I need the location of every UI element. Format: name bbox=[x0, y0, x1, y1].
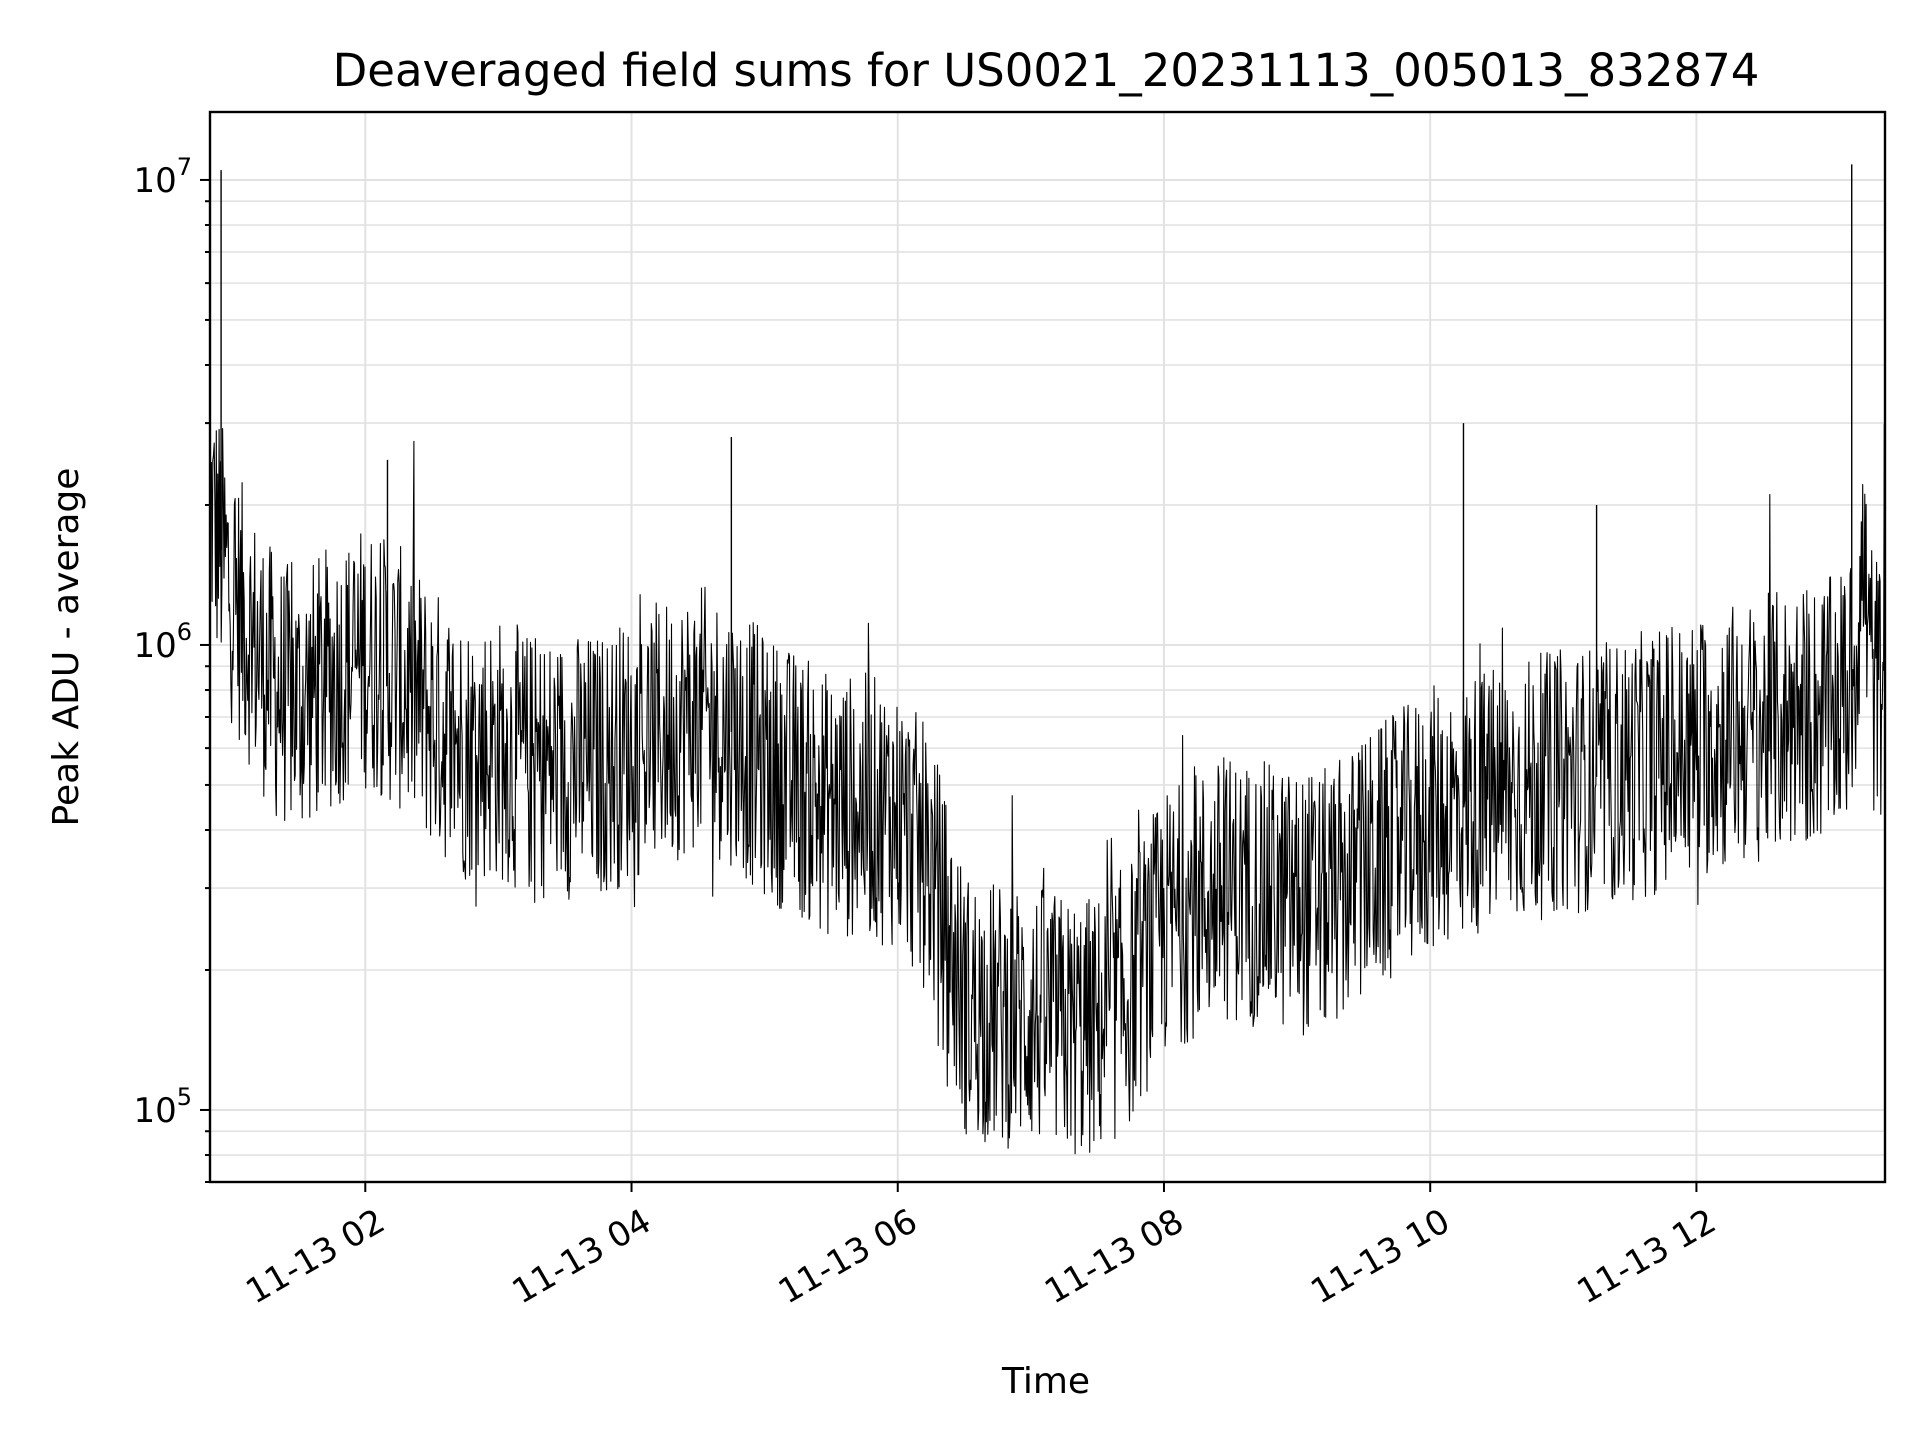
chart-title: Deaveraged field sums for US0021_2023111… bbox=[333, 44, 1760, 97]
y-tick-exponent: 6 bbox=[177, 618, 192, 646]
y-tick-base: 10 bbox=[133, 161, 176, 201]
y-tick-label: 107 bbox=[133, 153, 192, 201]
y-tick-exponent: 7 bbox=[177, 153, 192, 181]
x-axis-label: Time bbox=[1001, 1361, 1090, 1402]
y-axis-label: Peak ADU - average bbox=[46, 468, 87, 827]
plot-frame bbox=[208, 110, 1887, 1184]
y-tick-exponent: 5 bbox=[177, 1083, 192, 1111]
series-layer bbox=[209, 164, 1886, 1155]
series-line bbox=[209, 423, 1886, 1155]
y-tick-label: 106 bbox=[133, 618, 192, 666]
y-tick-base: 10 bbox=[133, 1091, 176, 1131]
y-tick-base: 10 bbox=[133, 626, 176, 666]
y-tick-label: 105 bbox=[133, 1083, 192, 1131]
